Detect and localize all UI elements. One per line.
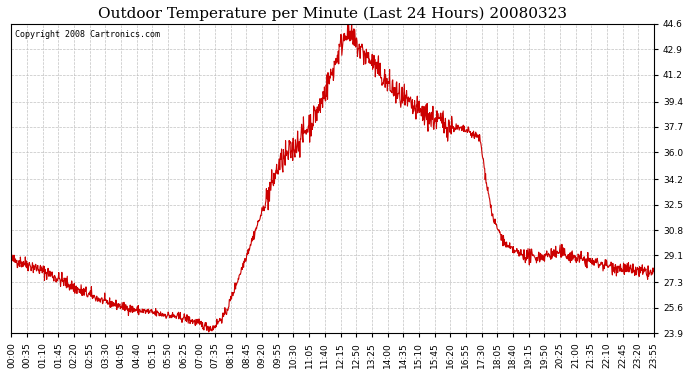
Title: Outdoor Temperature per Minute (Last 24 Hours) 20080323: Outdoor Temperature per Minute (Last 24 … xyxy=(98,7,567,21)
Text: Copyright 2008 Cartronics.com: Copyright 2008 Cartronics.com xyxy=(14,30,159,39)
